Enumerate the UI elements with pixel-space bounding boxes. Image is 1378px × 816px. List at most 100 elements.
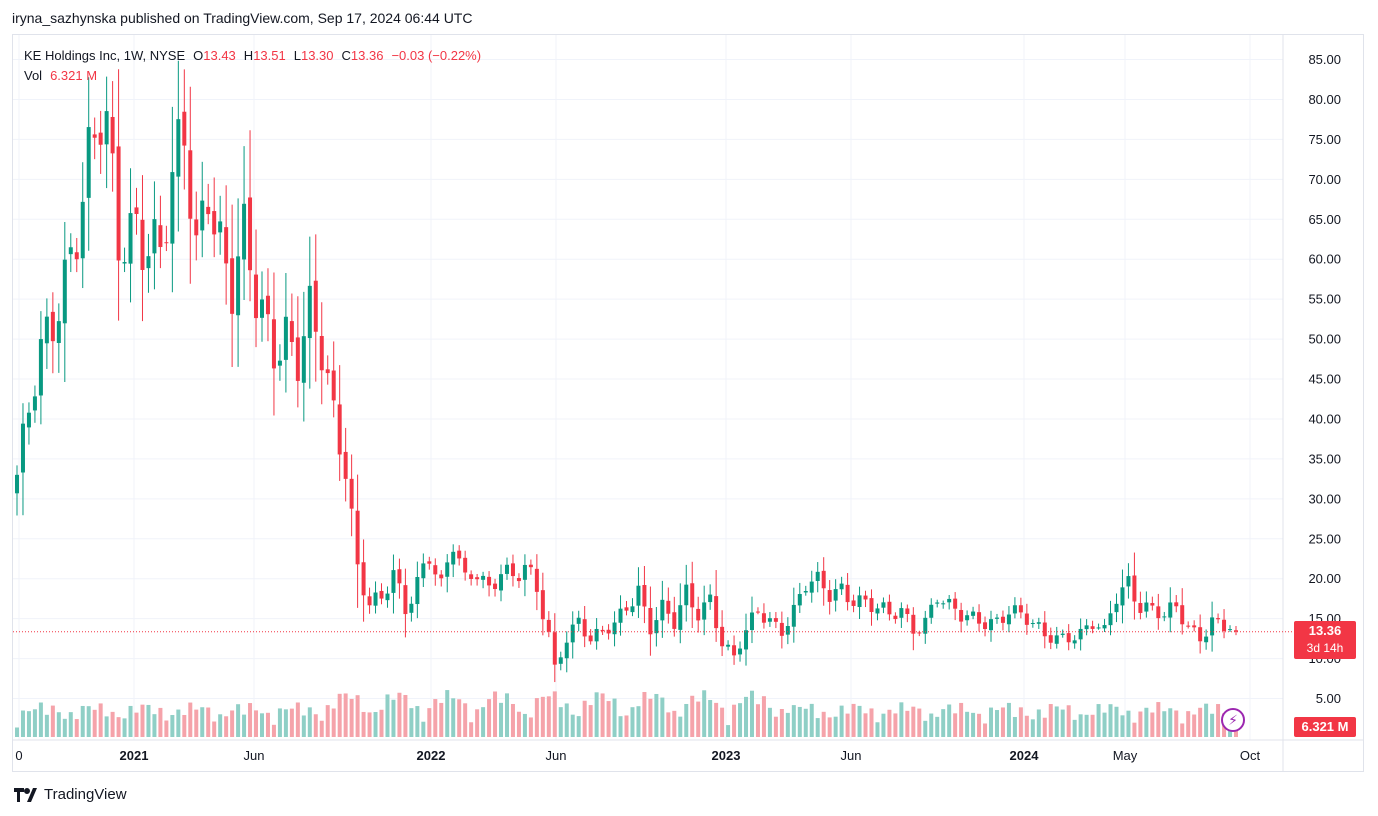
candle-body[interactable] [1186,625,1191,627]
candle-body[interactable] [989,619,994,631]
candle-body[interactable] [367,596,372,606]
candle-body[interactable] [445,562,450,577]
candle-body[interactable] [236,256,241,316]
candle-body[interactable] [487,576,492,586]
candle-body[interactable] [1234,630,1238,632]
candle-body[interactable] [528,564,533,568]
volume-row[interactable]: Vol 6.321 M [24,66,481,86]
candle-body[interactable] [887,601,892,615]
candle-body[interactable] [409,603,414,613]
candle-body[interactable] [684,584,689,606]
candle-body[interactable] [152,219,157,254]
candle-body[interactable] [923,617,928,634]
candle-body[interactable] [68,247,73,255]
candle-body[interactable] [1084,625,1089,630]
candle-body[interactable] [427,561,432,564]
candle-body[interactable] [773,618,778,622]
candle-body[interactable] [1132,575,1137,602]
candle-body[interactable] [1192,625,1197,628]
candle-body[interactable] [510,563,515,577]
candle-body[interactable] [749,612,754,631]
candle-body[interactable] [1096,627,1101,629]
candle-body[interactable] [451,551,456,565]
candle-body[interactable] [815,571,820,581]
candle-body[interactable] [283,316,288,360]
candle-body[interactable] [744,630,749,650]
candle-body[interactable] [863,595,868,600]
candle-body[interactable] [1108,613,1113,626]
candle-body[interactable] [1000,616,1005,623]
candle-body[interactable] [875,608,880,614]
candle-body[interactable] [785,626,790,635]
candle-body[interactable] [594,628,599,642]
candle-body[interactable] [726,644,731,647]
candle-body[interactable] [803,591,808,593]
candle-body[interactable] [1228,629,1233,631]
candle-body[interactable] [200,200,205,231]
candle-body[interactable] [1144,602,1149,612]
candle-body[interactable] [1072,640,1077,644]
candle-body[interactable] [983,622,988,630]
candle-body[interactable] [50,311,55,342]
candle-body[interactable] [1120,587,1125,606]
candle-body[interactable] [397,569,402,584]
candle-body[interactable] [630,606,635,613]
candle-body[interactable] [277,360,282,366]
candle-body[interactable] [1222,619,1227,632]
symbol-label[interactable]: KE Holdings Inc, 1W, NYSE [24,48,186,63]
candle-body[interactable] [546,619,551,632]
candle-body[interactable] [1168,602,1173,618]
candle-body[interactable] [660,599,665,621]
candle-body[interactable] [845,584,850,603]
candle-body[interactable] [678,605,683,630]
candle-body[interactable] [475,577,480,580]
candle-body[interactable] [516,578,521,582]
candle-body[interactable] [1048,635,1053,643]
candle-body[interactable] [128,213,133,264]
candle-body[interactable] [666,600,671,614]
candle-body[interactable] [295,337,300,381]
candle-body[interactable] [176,119,181,177]
candle-body[interactable] [827,590,832,602]
candle-body[interactable] [540,590,545,620]
candle-body[interactable] [797,594,802,606]
candle-body[interactable] [672,612,677,629]
candle-body[interactable] [15,474,19,494]
candle-body[interactable] [122,262,127,264]
candle-body[interactable] [1204,636,1209,643]
candle-body[interactable] [307,285,312,339]
candle-body[interactable] [522,564,527,580]
candle-body[interactable] [947,598,952,603]
candle-body[interactable] [194,219,199,236]
candle-body[interactable] [158,225,163,248]
candle-body[interactable] [558,657,563,664]
candle-body[interactable] [941,603,946,605]
candle-body[interactable] [654,620,659,634]
candle-body[interactable] [80,201,85,259]
candle-body[interactable] [504,564,509,574]
candle-body[interactable] [869,598,874,612]
candle-body[interactable] [648,607,653,635]
candle-body[interactable] [463,557,468,573]
candle-body[interactable] [391,570,396,593]
candle-body[interactable] [206,206,211,215]
candle-body[interactable] [899,608,904,618]
candle-body[interactable] [164,242,169,244]
candle-body[interactable] [62,259,67,324]
candle-body[interactable] [576,617,581,624]
candle-body[interactable] [714,596,719,629]
candle-body[interactable] [761,613,766,623]
candle-body[interactable] [935,602,940,604]
candle-body[interactable] [1210,617,1215,636]
candle-body[interactable] [994,617,999,619]
candle-body[interactable] [98,132,103,145]
candle-body[interactable] [373,592,378,606]
candle-body[interactable] [624,607,629,611]
candle-body[interactable] [1150,603,1155,606]
candle-body[interactable] [499,574,504,591]
candle-body[interactable] [953,598,958,609]
candle-body[interactable] [32,396,37,411]
candle-body[interactable] [1006,614,1011,625]
candle-body[interactable] [481,575,486,580]
